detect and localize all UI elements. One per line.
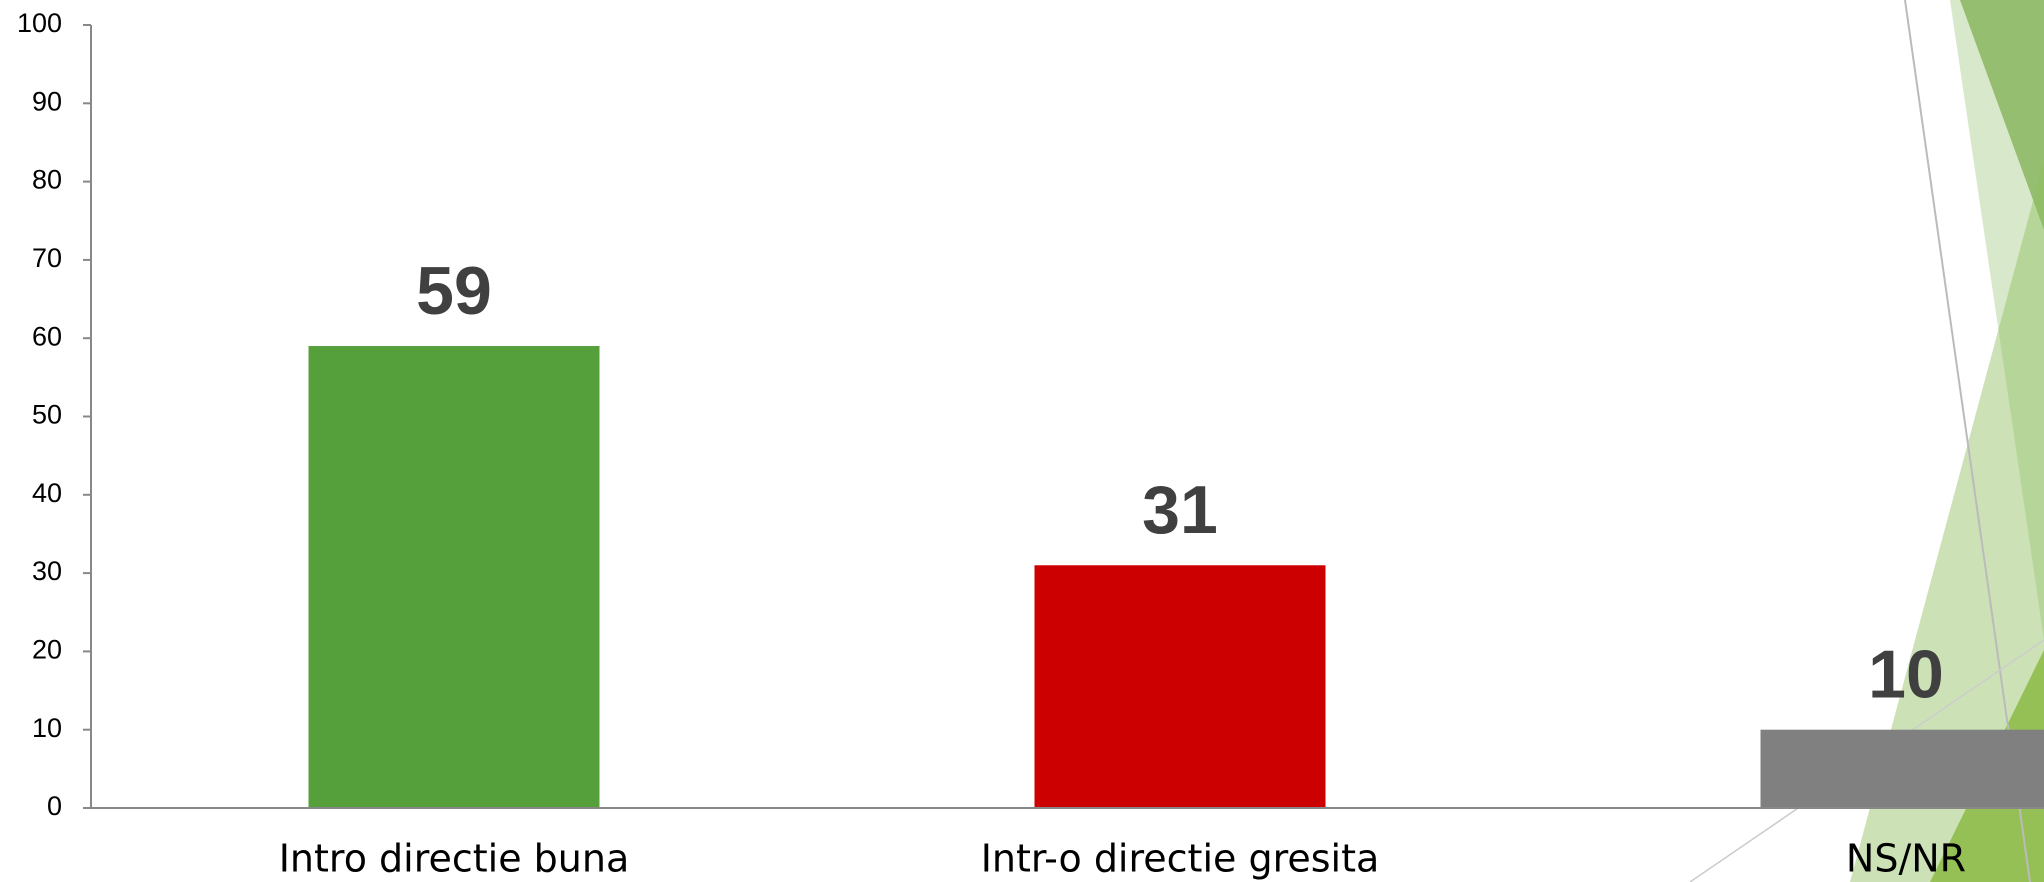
x-tick-label: Intro directie buna bbox=[279, 837, 630, 881]
y-tick-label: 20 bbox=[32, 635, 62, 665]
y-tick-label: 90 bbox=[32, 86, 62, 116]
chart: 0 10 20 30 40 50 60 70 80 90 100 59 Intro directie b… bbox=[0, 0, 2044, 882]
value-label: 59 bbox=[416, 253, 492, 329]
y-tick-label: 0 bbox=[47, 791, 62, 821]
y-tick-label: 50 bbox=[32, 400, 62, 430]
y-tick-label: 10 bbox=[32, 713, 62, 743]
value-label: 31 bbox=[1142, 472, 1218, 548]
bar bbox=[1035, 565, 1326, 808]
y-tick-label: 80 bbox=[32, 165, 62, 195]
bar bbox=[309, 346, 600, 808]
x-tick-label: Intr-o directie gresita bbox=[981, 837, 1380, 881]
y-tick-label: 70 bbox=[32, 243, 62, 273]
value-label: 10 bbox=[1868, 637, 1944, 713]
y-tick-label: 40 bbox=[32, 478, 62, 508]
bar bbox=[1761, 730, 2044, 808]
y-tick-label: 60 bbox=[32, 321, 62, 351]
x-tick-label: NS/NR bbox=[1846, 837, 1966, 881]
y-tick-label: 30 bbox=[32, 556, 62, 586]
y-tick-label: 100 bbox=[17, 8, 62, 38]
